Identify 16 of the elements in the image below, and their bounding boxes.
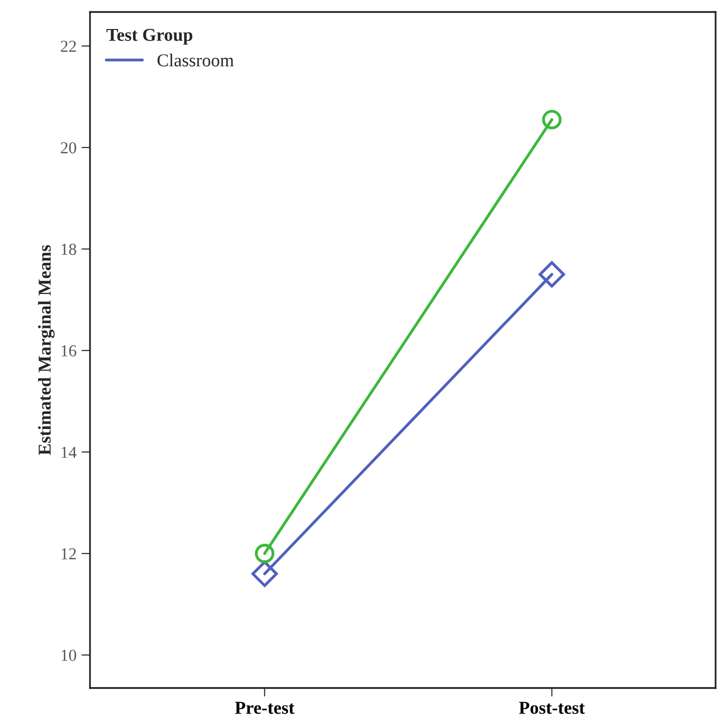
legend-title: Test Group [106, 28, 192, 45]
x-tick-label: Post-test [519, 702, 585, 714]
y-tick-label: 16 [62, 345, 76, 356]
point [542, 110, 562, 130]
y-tick-label: 10 [62, 650, 76, 661]
y-axis-title: Estimated Marginal Means [38, 245, 55, 456]
point [251, 560, 278, 587]
y-tick-label: 14 [62, 446, 77, 458]
y-tick-label: 18 [62, 244, 76, 255]
point [538, 261, 566, 288]
y-tick-label: 22 [60, 40, 76, 52]
y-tick-label: 20 [60, 142, 76, 154]
point [254, 544, 274, 564]
legend-label: Classroom [158, 54, 234, 66]
x-tick-label: Pre-test [235, 702, 294, 714]
y-tick-label: 12 [62, 548, 76, 560]
